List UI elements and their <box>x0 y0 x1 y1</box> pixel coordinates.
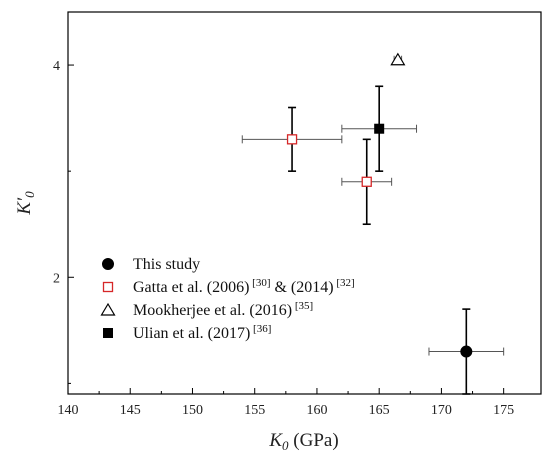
data-point-square-open <box>286 134 298 145</box>
data-point-group <box>341 138 393 226</box>
legend-label-name: Mookherjee et al. (2016) <box>133 302 292 319</box>
data-point-triangle-open <box>100 302 116 316</box>
data-point-group <box>428 308 505 395</box>
legend-label-ref: [36] <box>250 323 271 335</box>
data-point-circle-filled <box>102 258 114 270</box>
legend-label: Mookherjee et al. (2016) [35] <box>133 300 313 319</box>
y-tick-label: 4 <box>53 59 60 74</box>
legend-label-name-extra: & (2014) <box>270 279 333 296</box>
legend-label-ref: [32] <box>334 277 355 289</box>
legend-label-name: Ulian et al. (2017) <box>133 325 250 342</box>
data-point-group <box>241 106 343 172</box>
data-point-square-filled <box>103 328 113 338</box>
legend-label: Gatta et al. (2006) [30] & (2014) [32] <box>133 277 355 296</box>
legend-label-name: Gatta et al. (2006) <box>133 279 249 296</box>
y-axis-ticks: 24 <box>53 59 74 384</box>
x-tick-label: 170 <box>431 403 452 418</box>
data-point-square-open <box>102 281 114 293</box>
legend-label-ref: [35] <box>292 300 313 312</box>
legend-label-name: This study <box>133 256 200 273</box>
y-axis-symbol-sub: 0 <box>22 191 37 198</box>
data-markers <box>241 52 505 395</box>
y-tick-label: 2 <box>53 271 60 286</box>
x-axis-unit: (GPa) <box>289 430 339 451</box>
x-axis-ticks: 140 145 150 155 160 165 170 175 <box>58 388 514 418</box>
x-tick-label: 160 <box>306 403 327 418</box>
x-tick-label: 150 <box>182 403 203 418</box>
x-tick-label: 155 <box>244 403 265 418</box>
data-point-group <box>341 85 418 172</box>
data-point-group <box>390 52 406 66</box>
data-point-triangle-open <box>390 52 406 66</box>
y-axis-title: K′0 <box>14 191 37 216</box>
legend: This study Gatta et al. (2006) [30] & (20… <box>100 256 355 342</box>
data-point-circle-filled <box>460 345 473 358</box>
x-axis-symbol-sub: 0 <box>282 438 289 453</box>
y-axis-symbol: K′ <box>14 197 35 216</box>
plot-frame <box>67 11 542 395</box>
legend-label: This study <box>133 256 200 273</box>
data-point-square-filled <box>374 123 385 134</box>
x-axis-title: K0 (GPa) <box>268 430 338 453</box>
x-tick-label: 175 <box>493 403 514 418</box>
x-tick-label: 140 <box>58 403 79 418</box>
x-axis-symbol: K <box>268 430 283 451</box>
x-tick-label: 145 <box>120 403 141 418</box>
x-tick-label: 165 <box>369 403 390 418</box>
legend-label: Ulian et al. (2017) [36] <box>133 323 271 342</box>
legend-label-ref: [30] <box>249 277 270 289</box>
data-point-square-open <box>361 176 372 187</box>
